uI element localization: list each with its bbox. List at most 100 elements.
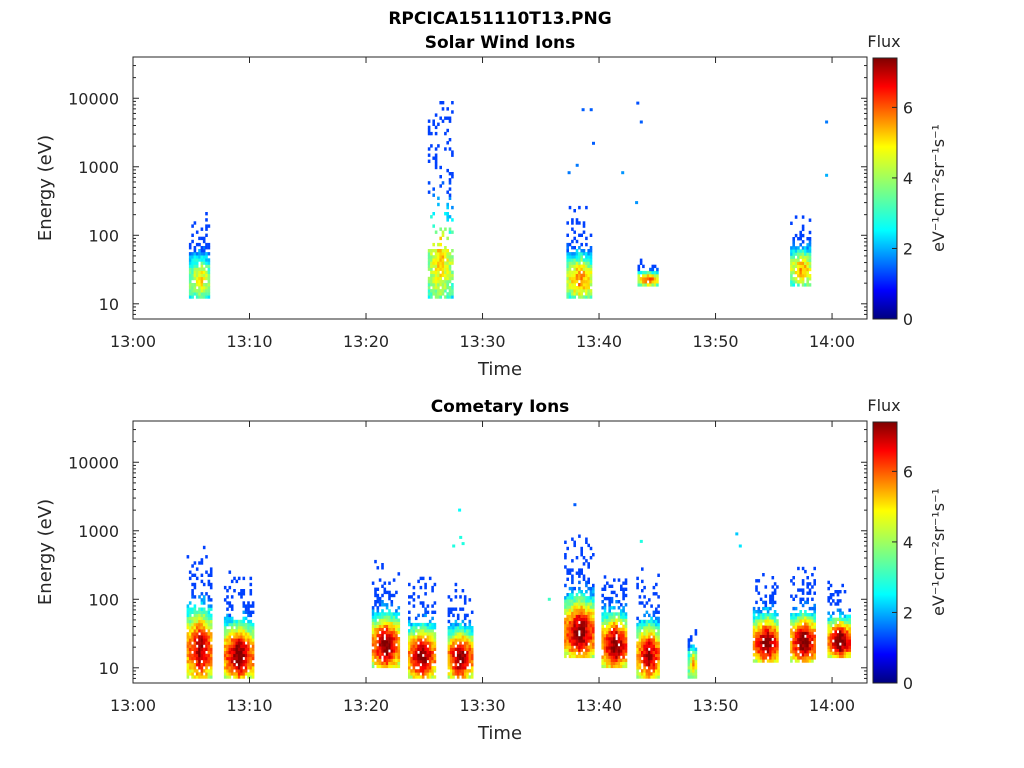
heatmap-cell <box>244 672 248 676</box>
heatmap-cell <box>813 628 816 632</box>
heatmap-cell <box>650 663 653 667</box>
heatmap-cell <box>587 264 590 268</box>
heatmap-cell <box>773 619 777 623</box>
heatmap-cell <box>585 639 588 643</box>
heatmap-cell <box>427 292 431 296</box>
heatmap-cell <box>585 279 588 284</box>
heatmap-cell <box>434 295 438 299</box>
heatmap-cell <box>233 653 236 658</box>
heatmap-cell <box>191 261 194 265</box>
heatmap-cell <box>228 570 232 574</box>
heatmap-cell <box>592 583 595 588</box>
heatmap-cell <box>585 654 588 659</box>
heatmap-cell <box>198 663 201 667</box>
heatmap-cell <box>388 658 391 662</box>
heatmap-cell <box>846 642 849 646</box>
heatmap-cell <box>580 627 583 631</box>
heatmap-cell <box>610 618 614 622</box>
heatmap-cell <box>451 150 454 154</box>
heatmap-cell <box>434 230 438 234</box>
heatmap-cell <box>615 640 618 644</box>
heatmap-cell <box>643 663 646 667</box>
heatmap-cell <box>414 656 418 661</box>
heatmap-cell <box>419 641 423 645</box>
heatmap-cell <box>792 280 795 284</box>
heatmap-cell <box>251 653 255 658</box>
heatmap-cell <box>580 242 583 247</box>
heatmap-cell <box>249 669 253 673</box>
heatmap-cell <box>766 619 770 623</box>
heatmap-cell <box>834 633 837 637</box>
heatmap-cell <box>470 644 474 648</box>
heatmap-cell <box>447 659 451 664</box>
heatmap-cell <box>432 270 435 274</box>
heatmap-cell <box>615 627 618 632</box>
heatmap-cell <box>582 614 586 618</box>
heatmap-cell <box>202 653 206 658</box>
heatmap-cell <box>439 264 442 268</box>
heatmap-cell <box>242 632 246 636</box>
heatmap-cell <box>578 221 581 225</box>
heatmap-cell <box>390 593 394 598</box>
heatmap-cell <box>444 227 447 231</box>
heatmap-cell <box>606 627 609 632</box>
heatmap-cell <box>191 626 194 630</box>
heatmap-cell <box>226 635 229 639</box>
heatmap-cell <box>834 654 837 659</box>
heatmap-cell <box>461 653 465 658</box>
heatmap-cell <box>808 218 812 222</box>
heatmap-cell <box>235 647 239 651</box>
heatmap-cell <box>766 625 770 629</box>
heatmap-cell <box>433 644 437 648</box>
heatmap-cell <box>454 656 458 661</box>
heatmap-cell <box>808 277 812 281</box>
heatmap-cell <box>613 652 616 656</box>
heatmap-cell <box>390 637 394 641</box>
heatmap-cell <box>381 615 384 619</box>
heatmap-cell <box>428 638 432 642</box>
heatmap-cell <box>568 252 572 256</box>
heatmap-cell <box>769 616 772 620</box>
heatmap-cell <box>374 593 377 598</box>
heatmap-cell <box>568 605 572 609</box>
heatmap-cell <box>193 626 197 630</box>
heatmap-cell <box>834 630 837 634</box>
heatmap-cell <box>463 644 467 648</box>
heatmap-cell <box>655 650 658 655</box>
heatmap-cell <box>424 659 427 664</box>
heatmap-cell <box>578 580 581 585</box>
heatmap-cell <box>811 631 814 635</box>
heatmap-cell <box>244 638 248 642</box>
heatmap-cell <box>244 626 248 630</box>
heatmap-cell <box>385 627 389 632</box>
heatmap-cell <box>589 267 593 271</box>
heatmap-cell <box>578 602 581 606</box>
heatmap-cell <box>205 224 208 228</box>
heatmap-cell <box>652 669 656 673</box>
heatmap-cell <box>186 635 190 639</box>
heatmap-cell <box>226 656 229 661</box>
heatmap-cell <box>582 270 586 274</box>
heatmap-cell <box>247 635 250 639</box>
heatmap-cell <box>200 650 204 655</box>
heatmap-cell <box>446 258 449 262</box>
heatmap-cell <box>188 650 192 655</box>
heatmap-cell <box>412 644 416 648</box>
heatmap-cell <box>613 606 616 610</box>
heatmap-cell <box>205 295 208 299</box>
heatmap-cell <box>449 663 453 667</box>
heatmap-cell <box>578 283 581 287</box>
heatmap-cell <box>568 586 572 591</box>
heatmap-cell <box>397 640 401 644</box>
heatmap-cell <box>235 632 239 636</box>
heatmap-cell <box>606 640 609 644</box>
heatmap-cell <box>571 599 574 603</box>
heatmap-cell <box>769 606 772 611</box>
heatmap-cell <box>638 622 642 627</box>
heatmap-cell <box>209 604 213 608</box>
heatmap-cell <box>808 264 812 269</box>
heatmap-cell <box>592 645 595 649</box>
heatmap-cell <box>649 267 652 272</box>
heatmap-cell <box>622 637 625 641</box>
heatmap-cell <box>806 264 809 269</box>
